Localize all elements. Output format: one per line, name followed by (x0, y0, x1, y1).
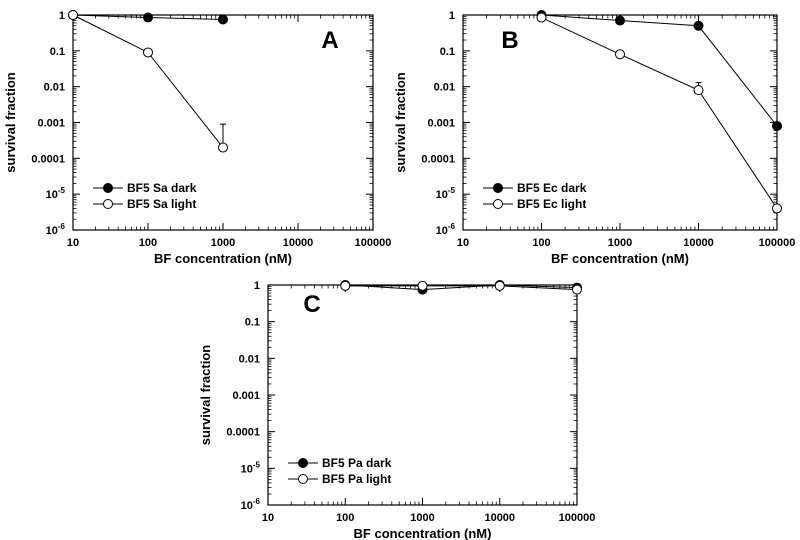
panel-label: A (321, 27, 338, 54)
data-point-filled (693, 20, 704, 31)
x-tick-label: 1000 (608, 237, 632, 249)
y-tick-label: 10-6 (241, 497, 261, 512)
y-axis-label: survival fraction (3, 72, 18, 172)
data-point-open (494, 280, 505, 291)
plot-frame (267, 284, 578, 506)
x-tick-label: 100000 (759, 237, 796, 249)
data-point-filled (615, 15, 625, 26)
data-point-open (772, 203, 782, 214)
x-tick-label: 100 (139, 237, 157, 249)
series-line-0 (345, 284, 578, 291)
y-tick-label: 10-6 (46, 222, 66, 237)
y-tick-label: 0.0001 (226, 427, 260, 439)
data-point-filled (143, 12, 153, 23)
legend-marker (298, 458, 308, 468)
x-tick-label: 100 (532, 237, 550, 249)
chart-panel-a: 10 100 1000 10000 100000 1 0.1 0.01 0.001 0.0001 1… (3, 10, 391, 266)
series-line-1 (345, 285, 578, 291)
data-point-open (340, 280, 351, 291)
y-tick-label: 1 (449, 10, 455, 22)
data-point-open (68, 10, 78, 20)
data-point-open (417, 280, 428, 291)
legend-marker (298, 474, 308, 484)
y-tick-label: 0.0001 (421, 153, 455, 165)
legend-label: BF5 Sa dark (127, 181, 197, 195)
legend-label: BF5 Pa light (322, 472, 391, 486)
y-tick-label: 10-5 (241, 460, 261, 475)
legend-marker (493, 199, 503, 209)
chart-panel-c: 10 100 1000 10000 100000 1 0.1 0.01 0.001 0.0001 1… (198, 280, 595, 540)
series-line-1 (541, 17, 778, 209)
panel-label: B (501, 27, 518, 54)
series-line-1 (72, 14, 224, 148)
x-axis-label: BF concentration (nM) (551, 251, 689, 266)
data-point-open (536, 12, 547, 23)
y-tick-label: 0.001 (232, 390, 260, 402)
y-tick-label: 10-6 (436, 222, 456, 237)
chart-panel-b: 10 100 1000 10000 100000 1 0.1 0.01 0.001 0.0001 1… (393, 10, 795, 266)
data-point-open (143, 47, 153, 58)
y-tick-label: 0.01 (44, 82, 65, 94)
legend-label: BF5 Ec dark (517, 181, 587, 195)
y-tick-label: 0.1 (440, 46, 455, 58)
x-tick-label: 10 (262, 512, 274, 524)
y-tick-label: 0.1 (50, 46, 65, 58)
data-point-open (572, 284, 582, 295)
x-tick-label: 10000 (283, 237, 314, 249)
x-tick-label: 100 (336, 512, 354, 524)
y-axis-label: survival fraction (198, 345, 213, 445)
x-tick-label: 100000 (559, 512, 596, 524)
y-tick-label: 0.01 (239, 353, 260, 365)
legend-label: BF5 Sa light (127, 197, 196, 211)
y-tick-label: 0.001 (427, 118, 455, 130)
y-tick-label: 0.001 (37, 118, 65, 130)
legend-marker (103, 199, 113, 209)
x-tick-label: 10000 (683, 237, 714, 249)
data-point-open (615, 49, 625, 60)
legend-marker (103, 183, 113, 193)
y-tick-label: 0.01 (434, 82, 455, 94)
data-point-filled (218, 14, 228, 25)
data-point-open (693, 85, 704, 96)
y-tick-label: 10-5 (46, 186, 66, 201)
y-tick-label: 0.0001 (31, 153, 65, 165)
x-tick-label: 1000 (410, 512, 434, 524)
panel-label: C (303, 291, 320, 318)
x-axis-label: BF concentration (nM) (354, 526, 492, 540)
x-tick-label: 10000 (484, 512, 515, 524)
legend-marker (493, 183, 503, 193)
x-tick-label: 100000 (355, 237, 392, 249)
y-tick-label: 0.1 (245, 317, 260, 329)
legend-label: BF5 Ec light (517, 197, 586, 211)
x-tick-label: 10 (457, 237, 469, 249)
y-tick-label: 1 (254, 280, 260, 292)
x-tick-label: 10 (67, 237, 79, 249)
legend-label: BF5 Pa dark (322, 456, 392, 470)
series-line-0 (541, 14, 778, 127)
y-axis-label: survival fraction (393, 72, 408, 172)
y-tick-label: 10-5 (436, 186, 456, 201)
data-point-filled (772, 120, 782, 131)
x-tick-label: 1000 (211, 237, 235, 249)
x-axis-label: BF concentration (nM) (154, 251, 292, 266)
y-tick-label: 1 (59, 10, 65, 22)
data-point-open (218, 142, 228, 153)
